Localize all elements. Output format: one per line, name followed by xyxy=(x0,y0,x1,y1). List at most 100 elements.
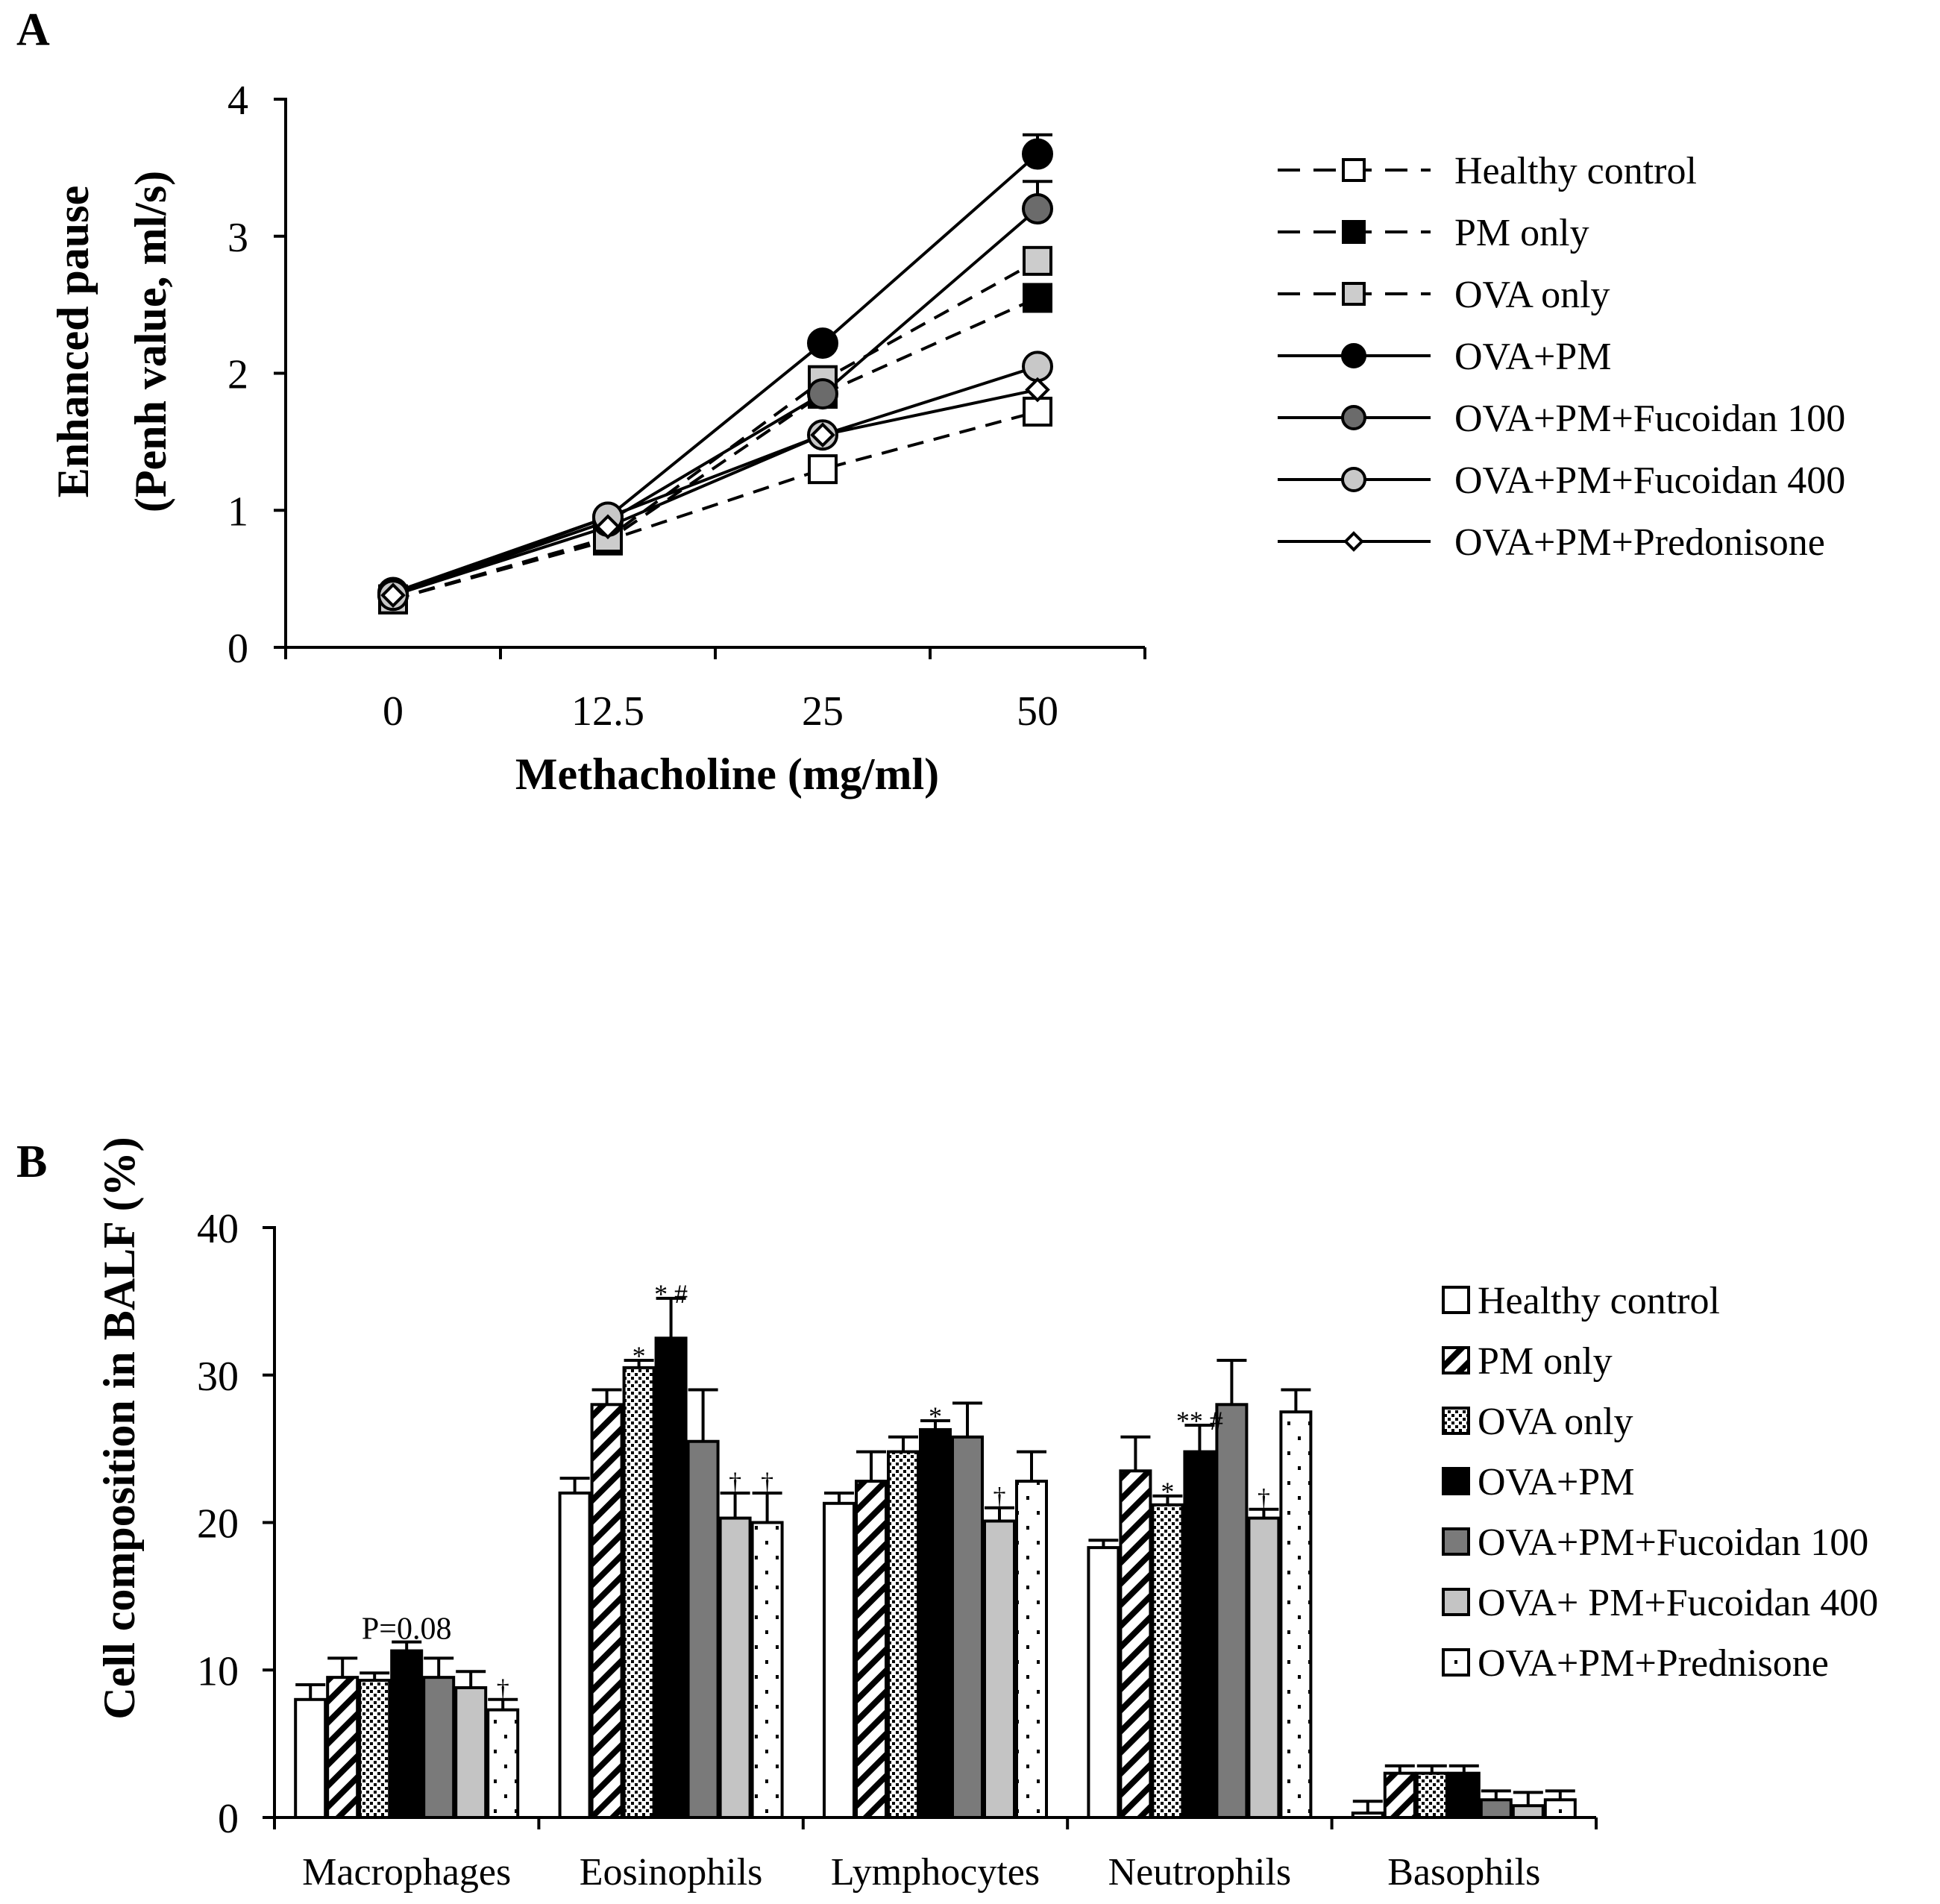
bar xyxy=(887,1450,920,1819)
line-chart-y-tick-label: 1 xyxy=(227,488,248,535)
significance-annotation: † xyxy=(497,1675,509,1703)
legend-marker xyxy=(1342,282,1366,306)
line-chart-markers xyxy=(377,133,1053,615)
line-chart-x-tick-label: 0 xyxy=(383,688,404,735)
bar-chart-category-label: Lymphocytes xyxy=(831,1851,1040,1894)
line-chart-series-lines xyxy=(392,152,1039,601)
bar xyxy=(1351,1812,1384,1819)
data-point xyxy=(807,378,838,410)
bar xyxy=(1215,1403,1249,1820)
bar xyxy=(1479,1798,1513,1820)
bar xyxy=(1511,1804,1545,1819)
data-point xyxy=(807,327,838,359)
bar xyxy=(622,1366,656,1820)
bar xyxy=(558,1491,591,1819)
legend-label: OVA only xyxy=(1478,1401,1633,1443)
bar xyxy=(718,1516,752,1819)
line-chart-xlabel: Methacholine (mg/ml) xyxy=(515,750,939,799)
line-chart-axes: 0 1 2 3 4 0 12.5 25 50 xyxy=(227,78,1146,735)
bar xyxy=(855,1480,888,1819)
significance-annotation: † xyxy=(761,1468,773,1496)
line-chart-y-tick-label: 3 xyxy=(227,215,248,261)
legend-swatch xyxy=(1442,1527,1470,1556)
legend-swatch xyxy=(1442,1286,1470,1314)
panel-label-a: A xyxy=(16,4,50,55)
line-chart-y-tick-label: 0 xyxy=(227,626,248,672)
bar xyxy=(983,1519,1016,1819)
significance-annotation: † xyxy=(993,1483,1006,1511)
bar xyxy=(1279,1410,1313,1819)
legend-swatch xyxy=(1442,1346,1470,1374)
legend-marker xyxy=(1342,158,1366,182)
line-chart-x-tick-label: 50 xyxy=(1017,688,1058,735)
bar-chart-annotations: P=0.08†** #† †*† *** #† xyxy=(362,1279,1270,1703)
legend-label: OVA+PM xyxy=(1478,1461,1634,1504)
bar-chart-category-label: Neutrophils xyxy=(1108,1851,1292,1894)
bar-chart-legend: Healthy control PM only OVA only OVA+PM OVA+… xyxy=(1442,1280,1878,1685)
line-chart-x-tick-label: 12.5 xyxy=(571,688,644,735)
legend-label: OVA+PM+Fucoidan 100 xyxy=(1478,1521,1868,1564)
data-point xyxy=(595,514,621,540)
bar-chart-axes: 0 10 20 30 40 Macrophages Eosinophils Lymphocyt… xyxy=(197,1206,1598,1894)
bar-chart-y-tick-label: 30 xyxy=(197,1354,239,1400)
significance-annotation: † xyxy=(1258,1485,1270,1512)
data-point xyxy=(1022,351,1053,383)
line-chart-ylabel-line1: Enhanced pause xyxy=(48,186,98,497)
bar xyxy=(422,1676,456,1819)
legend-marker xyxy=(1342,220,1366,244)
bar xyxy=(454,1685,488,1819)
bar-chart-y-tick-label: 20 xyxy=(197,1501,239,1548)
legend-label: OVA+PM+Fucoidan 100 xyxy=(1454,398,1845,440)
series-line-5 xyxy=(392,365,1038,597)
bar xyxy=(686,1439,720,1820)
significance-annotation: * xyxy=(929,1401,942,1431)
legend-label: OVA+ PM+Fucoidan 400 xyxy=(1478,1582,1878,1624)
data-point xyxy=(380,582,406,609)
significance-annotation: ** # xyxy=(1176,1406,1223,1436)
legend-swatch xyxy=(1442,1588,1470,1616)
line-chart-y-tick-label: 4 xyxy=(227,78,248,124)
bar xyxy=(750,1521,784,1819)
line-chart-legend: Healthy control PM only OVA only OVA+PM OVA+… xyxy=(1278,150,1845,564)
bar xyxy=(1015,1480,1048,1819)
data-point xyxy=(1023,283,1052,313)
bar xyxy=(1247,1516,1281,1819)
line-chart-ylabel-line2: (Penh value, ml/s) xyxy=(126,171,175,512)
series-line-4 xyxy=(392,207,1039,597)
bar xyxy=(590,1403,624,1820)
significance-annotation: P=0.08 xyxy=(362,1612,452,1647)
legend-marker xyxy=(1341,343,1366,368)
data-point xyxy=(808,454,838,485)
bar-chart-category-label: Macrophages xyxy=(302,1851,511,1894)
bar xyxy=(951,1435,984,1820)
data-point xyxy=(1023,245,1052,276)
bar xyxy=(358,1679,392,1820)
series-line-6 xyxy=(392,388,1038,597)
bar-chart-category-label: Basophils xyxy=(1387,1851,1540,1894)
line-chart-methacholine: 0 1 2 3 4 0 12.5 25 50 Healthy control PM only OVA… xyxy=(48,78,1845,799)
bar xyxy=(1447,1771,1481,1820)
bar xyxy=(1383,1771,1416,1820)
bar xyxy=(486,1708,520,1820)
legend-label: OVA+PM+Predonisone xyxy=(1454,521,1825,564)
bar xyxy=(294,1697,327,1820)
bar xyxy=(1119,1469,1152,1819)
bar-chart-y-tick-label: 10 xyxy=(197,1648,239,1694)
bar xyxy=(823,1501,856,1819)
legend-swatch xyxy=(1442,1407,1470,1435)
legend-label: PM only xyxy=(1454,212,1589,254)
data-point xyxy=(1022,193,1053,224)
legend-label: Healthy control xyxy=(1454,150,1697,192)
bar xyxy=(1183,1450,1217,1819)
line-chart-x-tick-label: 25 xyxy=(802,688,844,735)
bar xyxy=(1543,1798,1577,1820)
bar xyxy=(654,1336,688,1819)
data-point xyxy=(1022,138,1053,170)
bar-chart-y-tick-label: 0 xyxy=(218,1796,239,1842)
legend-label: OVA+PM+Prednisone xyxy=(1478,1642,1829,1685)
legend-swatch xyxy=(1442,1467,1470,1495)
bar xyxy=(1151,1503,1184,1820)
significance-annotation: * xyxy=(632,1341,646,1371)
data-point xyxy=(1025,377,1050,403)
legend-marker xyxy=(1341,467,1366,492)
